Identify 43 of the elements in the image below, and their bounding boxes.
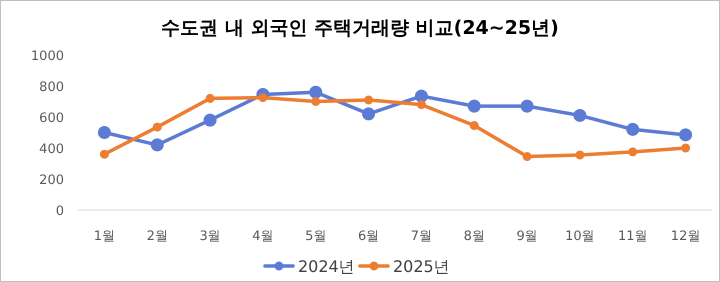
x-tick-label: 7월 — [410, 229, 432, 244]
x-tick-label: 6월 — [358, 229, 380, 244]
point — [573, 108, 586, 122]
point — [470, 121, 479, 130]
point — [364, 95, 374, 104]
legend-label: 2025년 — [393, 257, 450, 276]
point — [311, 97, 320, 106]
y-tick-label: 200 — [39, 173, 64, 188]
point — [468, 100, 481, 113]
y-tick-label: 400 — [39, 142, 64, 157]
x-tick-label: 10월 — [565, 229, 595, 244]
point — [575, 150, 584, 160]
point — [362, 107, 376, 120]
chart-title: 수도권 내 외국인 주택거래량 비교(24~25년) — [161, 17, 559, 39]
point — [414, 90, 428, 103]
point — [522, 152, 532, 162]
point — [416, 100, 426, 110]
y-tick-label: 800 — [39, 80, 64, 95]
y-tick-label: 0 — [56, 204, 64, 219]
point — [679, 128, 692, 142]
x-tick-label: 12월 — [670, 229, 700, 244]
point — [628, 147, 638, 156]
point — [206, 94, 215, 103]
point — [681, 144, 690, 152]
point — [309, 86, 322, 99]
y-tick-label: 1000 — [30, 49, 64, 64]
x-tick-label: 5월 — [305, 229, 326, 244]
legend-label: 2024년 — [298, 257, 355, 276]
x-tick-label: 2월 — [146, 229, 168, 244]
point — [204, 114, 217, 127]
point — [626, 122, 640, 136]
x-tick-label: 11월 — [618, 229, 648, 244]
x-tick-label: 9월 — [516, 229, 538, 244]
x-tick-label: 4월 — [252, 229, 274, 244]
point — [100, 150, 109, 159]
x-tick-label: 8월 — [464, 229, 485, 244]
x-tick-label: 1월 — [94, 229, 116, 244]
point — [152, 122, 162, 132]
x-tick-label: 3월 — [199, 229, 221, 244]
point — [98, 126, 111, 139]
point — [150, 138, 164, 152]
point — [520, 100, 534, 113]
y-tick-label: 600 — [39, 111, 64, 126]
